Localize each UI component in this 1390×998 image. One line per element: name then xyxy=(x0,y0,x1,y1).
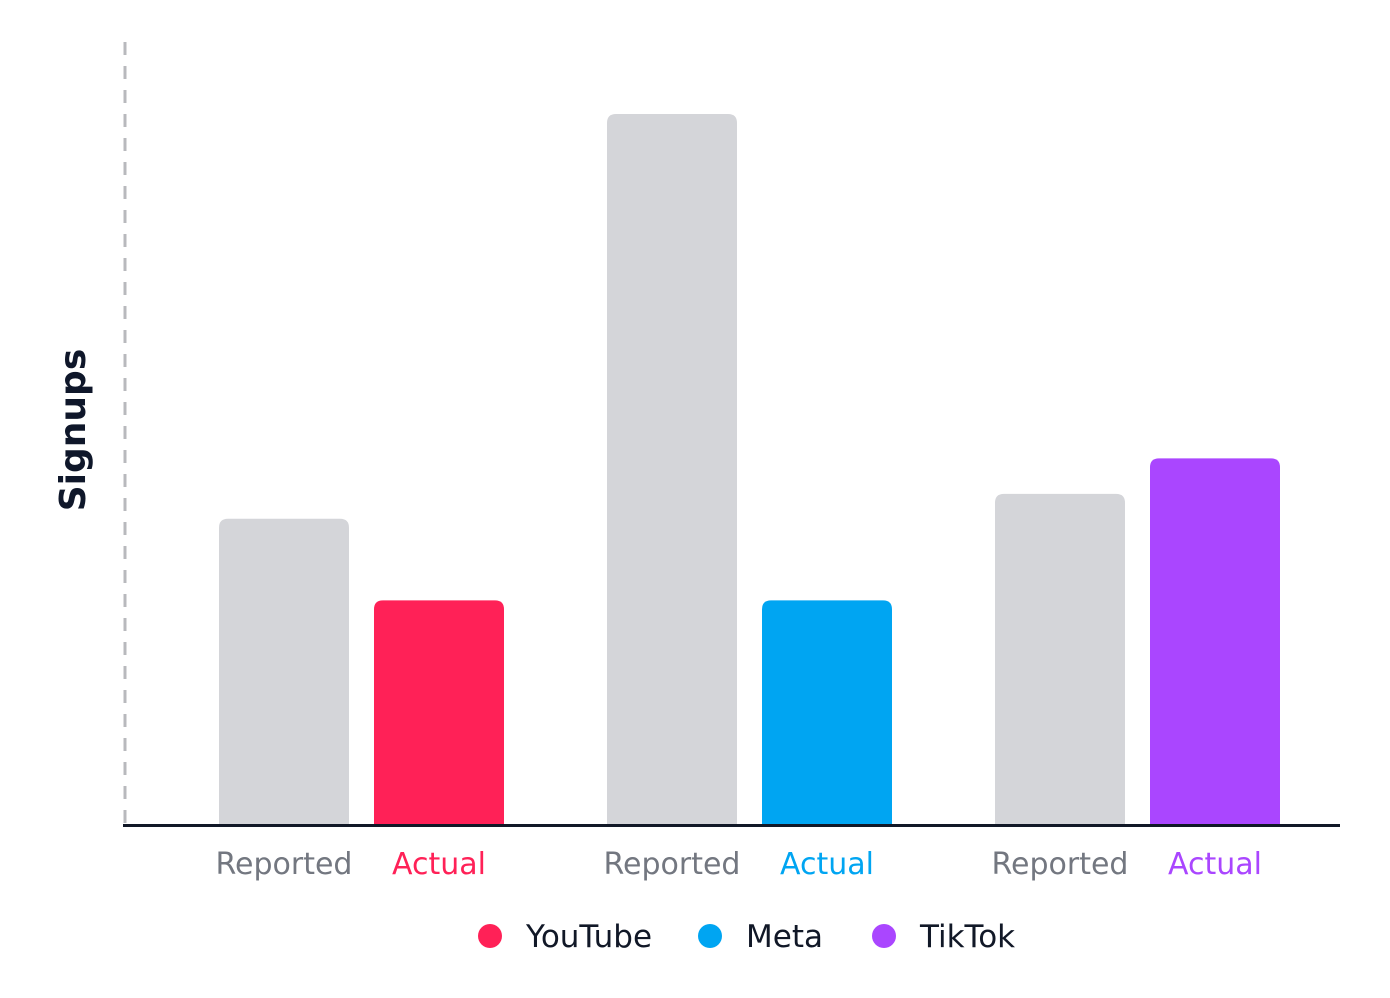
tick-label-tiktok-actual: Actual xyxy=(1168,847,1262,882)
bar-tiktok-reported xyxy=(995,493,1125,824)
bar-meta-actual xyxy=(762,600,892,824)
bars-group xyxy=(219,114,1280,824)
legend-swatch-tiktok xyxy=(872,924,896,948)
legend-swatch-meta xyxy=(698,924,722,948)
x-tick-labels: Reported Actual Reported Actual Reported Actu… xyxy=(216,847,1262,882)
legend: YouTube Meta TikTok xyxy=(478,919,1015,955)
tick-label-tiktok-reported: Reported xyxy=(992,847,1129,882)
legend-label-youtube: YouTube xyxy=(525,919,652,955)
bar-youtube-actual xyxy=(374,600,504,824)
legend-label-tiktok: TikTok xyxy=(919,919,1015,955)
bar-tiktok-actual xyxy=(1150,458,1280,824)
tick-label-meta-actual: Actual xyxy=(780,847,874,882)
tick-label-meta-reported: Reported xyxy=(604,847,741,882)
legend-label-meta: Meta xyxy=(746,919,823,955)
bar-youtube-reported xyxy=(219,518,349,824)
tick-label-youtube-reported: Reported xyxy=(216,847,353,882)
legend-swatch-youtube xyxy=(478,924,502,948)
tick-label-youtube-actual: Actual xyxy=(392,847,486,882)
y-axis-title: Signups xyxy=(53,349,94,512)
bar-meta-reported xyxy=(607,114,737,824)
